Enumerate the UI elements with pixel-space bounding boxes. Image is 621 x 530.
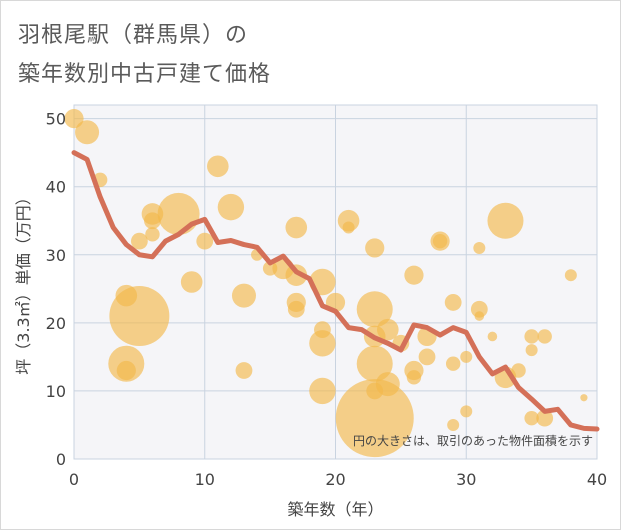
data-bubble [285, 216, 308, 239]
x-tick-label: 10 [195, 470, 215, 489]
y-tick-label: 50 [46, 110, 66, 129]
data-bubble [366, 382, 384, 400]
data-bubble [432, 233, 448, 249]
data-bubble [231, 283, 256, 308]
y-axis-label: 坪（3.3㎡）単価（万円） [14, 189, 33, 374]
data-bubble [285, 264, 308, 286]
data-bubble [487, 202, 524, 239]
bubble-series [64, 109, 588, 458]
data-bubble [536, 409, 554, 427]
data-bubble [145, 227, 160, 242]
data-bubble [580, 394, 588, 402]
data-bubble [144, 212, 161, 230]
data-bubble [418, 348, 436, 366]
y-tick-label: 40 [46, 178, 66, 197]
data-bubble [342, 221, 355, 234]
data-bubble [524, 329, 539, 344]
data-bubble [377, 318, 399, 341]
x-axis-label: 築年数（年） [287, 500, 383, 519]
data-bubble [447, 418, 460, 431]
data-bubble [445, 356, 461, 371]
bubble-size-note: 円の大きさは、取引のあった物件面積を示す [353, 433, 593, 448]
data-bubble [564, 269, 577, 282]
data-bubble [180, 271, 203, 293]
data-bubble [356, 345, 393, 382]
data-bubble [309, 330, 336, 357]
data-bubble [335, 379, 414, 458]
data-bubble [235, 362, 253, 379]
data-bubble [511, 363, 526, 378]
data-bubble [356, 291, 393, 328]
y-tick-label: 10 [46, 382, 66, 401]
data-bubble [157, 192, 200, 235]
data-bubble [525, 344, 538, 357]
chart-title-line-2: 築年数別中古戸建て価格 [18, 62, 272, 87]
data-bubble [404, 265, 424, 285]
data-bubble [217, 193, 245, 221]
y-tick-label: 0 [56, 450, 66, 469]
chart-title-line-1: 羽根尾駅（群馬県）の [18, 23, 249, 48]
x-tick-label: 40 [587, 470, 607, 489]
x-tick-label: 0 [69, 470, 79, 489]
data-bubble [75, 120, 100, 145]
data-bubble [365, 238, 385, 258]
data-bubble [406, 370, 422, 385]
data-bubble [309, 377, 336, 405]
data-bubble [444, 294, 462, 311]
data-bubble [474, 311, 485, 321]
data-bubble [470, 300, 488, 318]
data-bubble [460, 350, 473, 363]
data-bubble [524, 410, 539, 426]
data-bubble [64, 109, 84, 129]
data-bubble [460, 405, 473, 418]
data-bubble [287, 300, 305, 318]
data-bubble [473, 241, 486, 254]
data-bubble [487, 331, 498, 342]
data-bubble [130, 232, 148, 250]
data-bubble [116, 360, 136, 381]
x-tick-label: 20 [325, 470, 345, 489]
data-bubble [207, 155, 229, 178]
x-tick-label: 30 [456, 470, 476, 489]
data-bubble [109, 286, 170, 347]
y-tick-label: 20 [46, 314, 66, 333]
y-tick-label: 30 [46, 246, 66, 265]
axis-ticks: 0 10 20 30 40 0 10 20 30 40 50 [46, 110, 608, 489]
data-bubble [196, 232, 214, 250]
data-bubble [537, 329, 552, 344]
trend-line [71, 150, 600, 432]
